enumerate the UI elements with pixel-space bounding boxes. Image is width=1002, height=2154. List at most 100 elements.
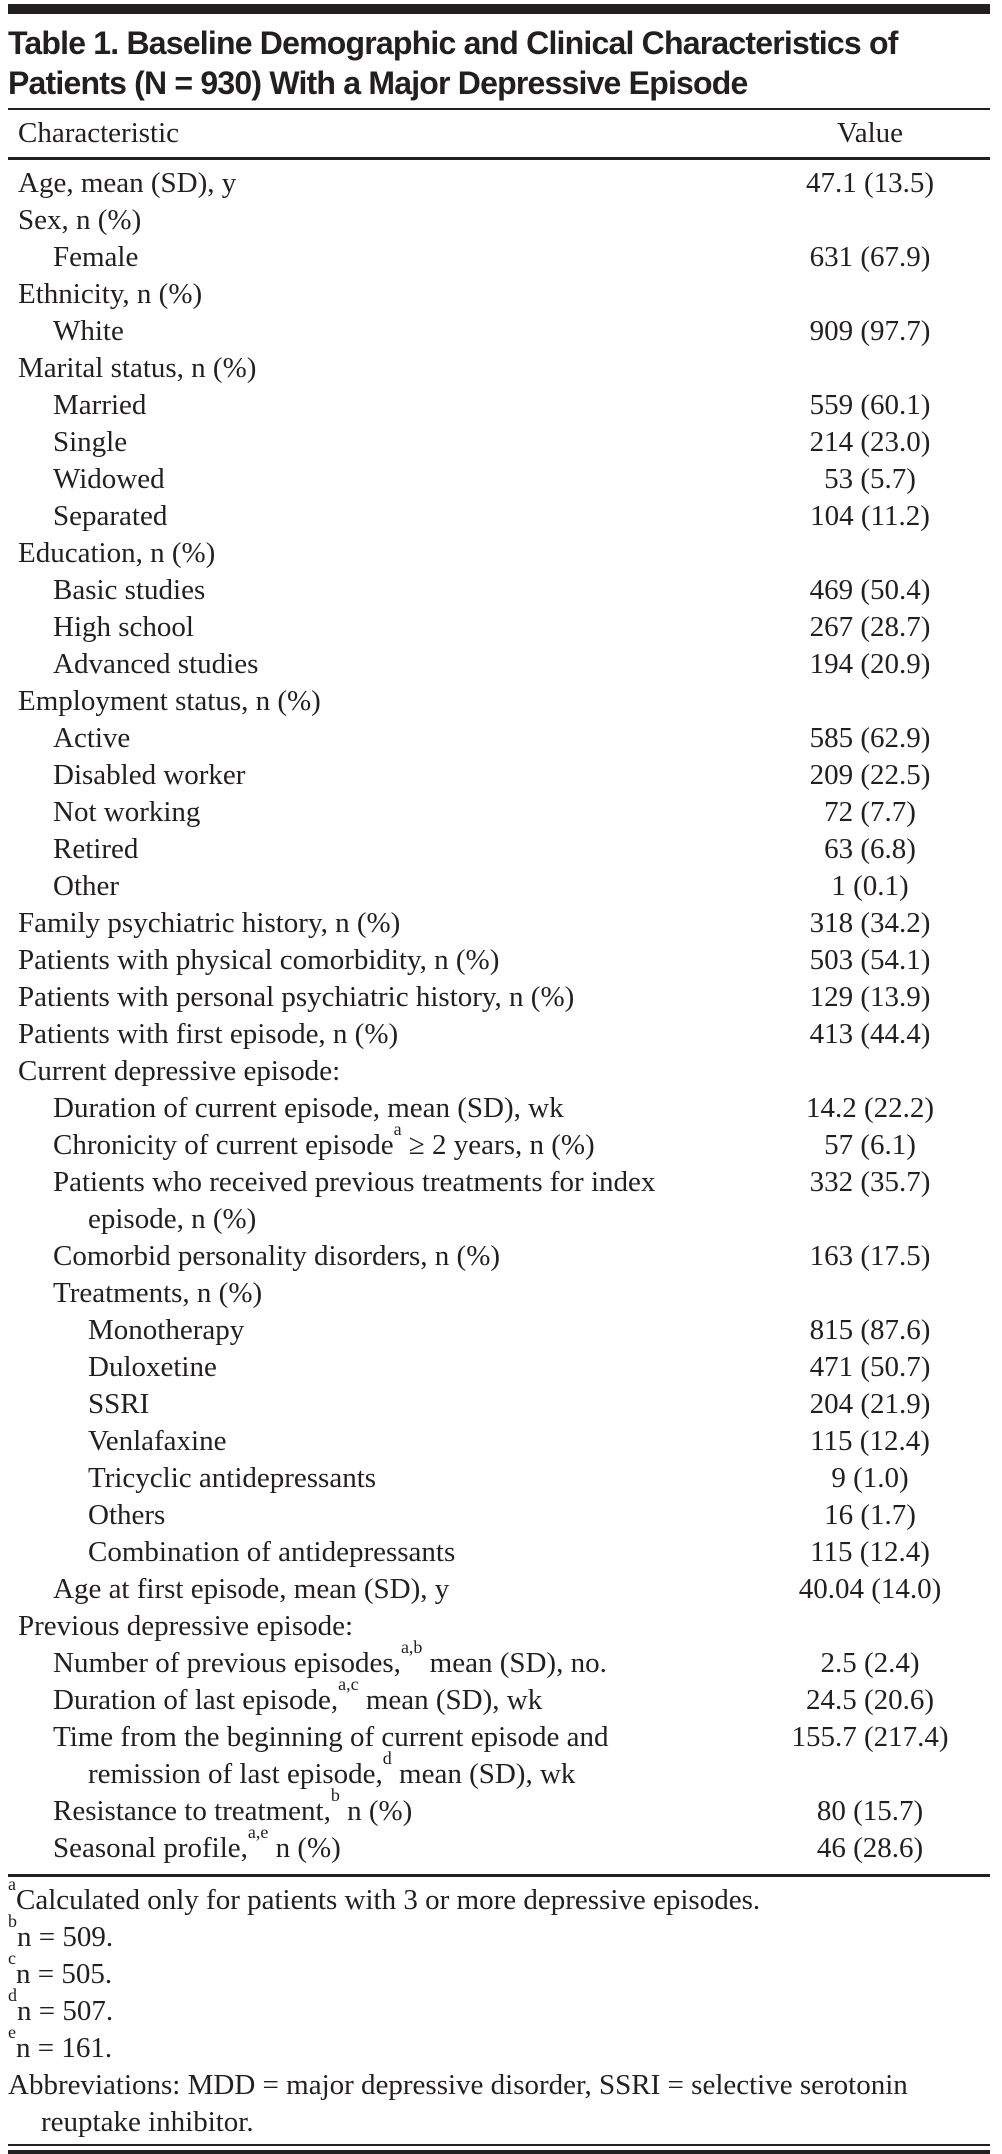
table-row: White 909 (97.7) [8,313,990,350]
table-row: Seasonal profile,a,e n (%) 46 (28.6) [8,1823,990,1867]
table-row: Female 631 (67.9) [8,239,990,276]
row-characteristic: Combination of antidepressants [88,1536,456,1568]
table-row: Patients with physical comorbidity, n (%… [8,942,990,979]
row-value: 318 (34.2) [809,907,931,939]
row-value: 559 (60.1) [809,389,931,421]
row-value: 115 (12.4) [810,1536,930,1568]
table-row: High school 267 (28.7) [8,609,990,646]
table-row: Patients with personal psychiatric histo… [8,979,990,1016]
row-characteristic: Monotherapy [88,1314,245,1346]
row-characteristic: Disabled worker [53,759,246,791]
row-characteristic: Patients who received previous treatment… [53,1166,656,1235]
table-footnotes: aCalculated only for patients with 3 or … [8,1874,990,2141]
row-characteristic: Retired [53,833,139,865]
row-characteristic: Other [53,870,120,902]
row-characteristic: Chronicity of current episodea ≥ 2 years… [53,1119,595,1161]
row-characteristic: Ethnicity, n (%) [18,278,203,310]
table-bottom-rule [8,2144,990,2154]
col-header-value: Value [836,117,904,149]
row-value: 413 (44.4) [809,1018,931,1050]
table-row: Ethnicity, n (%) [8,276,990,313]
row-characteristic: Active [53,722,131,754]
row-characteristic: High school [53,611,194,643]
table-row: Patients with first episode, n (%) 413 (4… [8,1016,990,1053]
row-characteristic: Education, n (%) [18,537,216,569]
row-value: 1 (0.1) [831,870,909,902]
row-characteristic: SSRI [88,1388,150,1420]
table-row: Monotherapy 815 (87.6) [8,1312,990,1349]
table-row: Single 214 (23.0) [8,424,990,461]
col-header-characteristic: Characteristic [18,117,180,149]
table-row: Widowed 53 (5.7) [8,461,990,498]
row-value: 72 (7.7) [824,796,916,828]
row-value: 909 (97.7) [809,315,931,347]
row-characteristic: Widowed [53,463,165,495]
table-row: Disabled worker 209 (22.5) [8,757,990,794]
row-value: 80 (15.7) [816,1795,924,1827]
table-row: Not working 72 (7.7) [8,794,990,831]
table-row: Family psychiatric history, n (%) 318 (34… [8,905,990,942]
row-value: 631 (67.9) [809,241,931,273]
footnote: aCalculated only for patients with 3 or … [8,1874,761,1916]
table-row: Advanced studies 194 (20.9) [8,646,990,683]
row-value: 47.1 (13.5) [805,167,935,199]
row-value: 209 (22.5) [809,759,931,791]
row-value: 163 (17.5) [809,1240,931,1272]
table-row: Retired 63 (6.8) [8,831,990,868]
row-characteristic: Patients with physical comorbidity, n (%… [18,944,500,976]
table-row: Other 1 (0.1) [8,868,990,905]
table-row: Chronicity of current episodea ≥ 2 years… [8,1119,990,1164]
table-row: Sex, n (%) [8,202,990,239]
row-value: 9 (1.0) [831,1462,909,1494]
row-characteristic: Family psychiatric history, n (%) [18,907,401,939]
table-title-line-1: Table 1. Baseline Demographic and Clinic… [8,25,898,61]
row-characteristic: Duration of last episode,a,c mean (SD), … [53,1674,543,1716]
table-row: Active 585 (62.9) [8,720,990,757]
row-characteristic: Number of previous episodes,a,b mean (SD… [53,1637,607,1679]
table-row: Venlafaxine 115 (12.4) [8,1423,990,1460]
row-characteristic: Previous depressive episode: [18,1610,354,1642]
row-value: 40.04 (14.0) [798,1573,942,1605]
row-value: 815 (87.6) [809,1314,931,1346]
row-value: 24.5 (20.6) [805,1684,935,1716]
table-row: Separated 104 (11.2) [8,498,990,535]
row-value: 63 (6.8) [824,833,916,865]
row-value: 204 (21.9) [809,1388,931,1420]
row-characteristic: Separated [53,500,168,532]
table-row: Time from the beginning of current episo… [8,1719,990,1793]
row-value: 104 (11.2) [810,500,930,532]
row-value: 503 (54.1) [809,944,931,976]
table-row: Treatments, n (%) [8,1275,990,1312]
row-value: 267 (28.7) [809,611,931,643]
table-row: Employment status, n (%) [8,683,990,720]
footnote: bn = 509. [8,1911,114,1953]
table-title: Table 1. Baseline Demographic and Clinic… [8,21,990,110]
table-row: Education, n (%) [8,535,990,572]
table-row: Tricyclic antidepressants 9 (1.0) [8,1460,990,1497]
table-row: Marital status, n (%) [8,350,990,387]
table-row: Patients who received previous treatment… [8,1164,990,1238]
table-row: Resistance to treatment,b n (%) 80 (15.7) [8,1785,990,1830]
row-characteristic: Others [88,1499,166,1531]
row-characteristic: Patients with first episode, n (%) [18,1018,399,1050]
row-characteristic: Sex, n (%) [18,204,142,236]
table-title-line-2: Patients (N = 930) With a Major Depressi… [8,65,748,101]
row-characteristic: Treatments, n (%) [53,1277,263,1309]
table-row: SSRI 204 (21.9) [8,1386,990,1423]
row-characteristic: Tricyclic antidepressants [88,1462,377,1494]
row-characteristic: Resistance to treatment,b n (%) [53,1785,413,1827]
row-value: 16 (1.7) [824,1499,916,1531]
row-value: 469 (50.4) [809,574,931,606]
row-value: 155.7 (217.4) [791,1721,949,1753]
row-value: 471 (50.7) [809,1351,931,1383]
table-row: Current depressive episode: [8,1053,990,1090]
row-characteristic: Patients with personal psychiatric histo… [18,981,575,1013]
row-characteristic: Duration of current episode, mean (SD), … [53,1092,564,1124]
table-row: Age at first episode, mean (SD), y 40.04 … [8,1571,990,1608]
row-characteristic: Single [53,426,128,458]
row-value: 46 (28.6) [816,1832,924,1864]
footnote: dn = 507. [8,1985,114,2027]
table-row: Duloxetine 471 (50.7) [8,1349,990,1386]
table-row: Combination of antidepressants 115 (12.4) [8,1534,990,1571]
